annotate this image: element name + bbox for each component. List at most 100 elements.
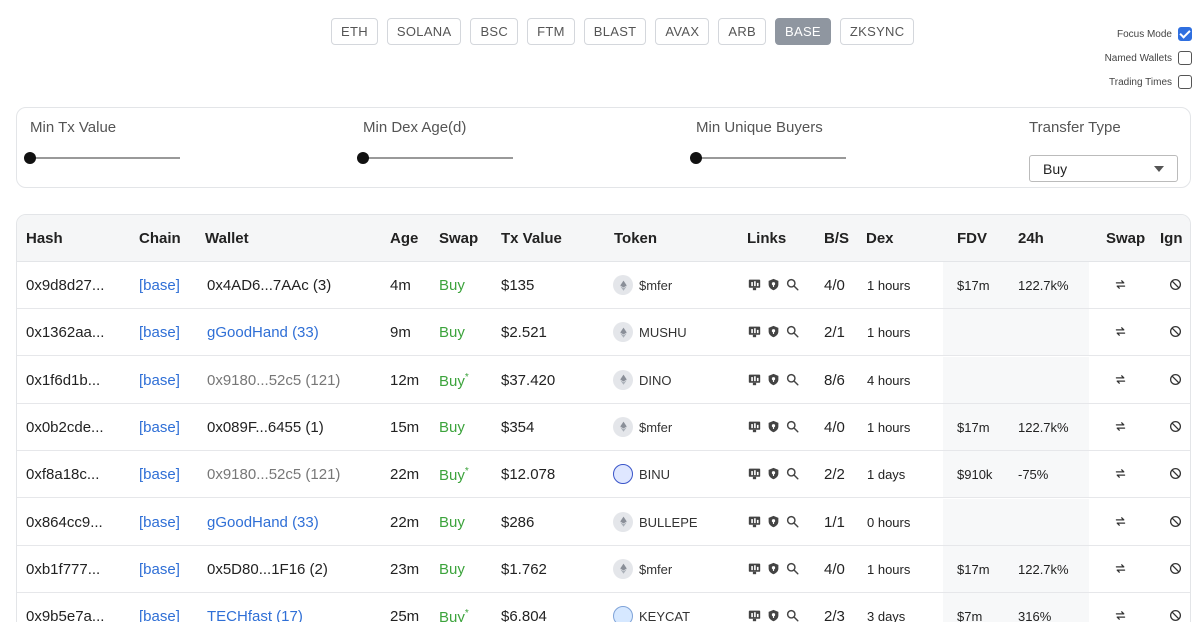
column-header-links[interactable]: Links [747, 230, 787, 247]
token-name[interactable]: $mfer [639, 419, 673, 435]
swap-icon[interactable] [1114, 325, 1128, 339]
checkbox[interactable] [1178, 27, 1192, 41]
chart-icon[interactable] [748, 562, 761, 580]
ignore-icon[interactable] [1169, 373, 1183, 387]
swap-icon[interactable] [1114, 467, 1128, 481]
wallet-link[interactable]: 0x9180...52c5 (121) [207, 466, 341, 484]
ignore-icon[interactable] [1169, 325, 1183, 339]
chain-link[interactable]: [base] [139, 466, 180, 484]
chain-link[interactable]: [base] [139, 418, 180, 436]
search-icon[interactable] [786, 325, 799, 343]
chain-link[interactable]: [base] [139, 277, 180, 294]
swap-icon[interactable] [1114, 562, 1128, 576]
token-name[interactable]: DINO [639, 372, 672, 388]
column-header-fdv[interactable]: FDV [957, 230, 987, 247]
shield-icon[interactable] [767, 562, 780, 580]
chart-icon[interactable] [748, 373, 761, 391]
min-unique-buyers-slider[interactable] [690, 152, 846, 164]
column-header-age[interactable]: Age [390, 230, 419, 247]
chain-button-bsc[interactable]: BSC [470, 18, 519, 45]
column-header-ign[interactable]: Ign [1160, 230, 1183, 247]
search-icon[interactable] [786, 515, 799, 533]
chain-button-blast[interactable]: BLAST [583, 18, 647, 45]
tx-hash[interactable]: 0x0b2cde... [26, 418, 104, 436]
tx-hash[interactable]: 0xb1f777... [26, 560, 101, 578]
column-header-24h[interactable]: 24h [1018, 230, 1044, 247]
shield-icon[interactable] [767, 420, 780, 438]
chain-button-ftm[interactable]: FTM [527, 18, 575, 45]
ignore-icon[interactable] [1169, 562, 1183, 576]
chart-icon[interactable] [748, 467, 761, 485]
chain-link[interactable]: [base] [139, 371, 180, 389]
swap-icon[interactable] [1114, 420, 1128, 434]
swap-icon[interactable] [1114, 278, 1128, 292]
chain-button-eth[interactable]: ETH [331, 18, 378, 45]
shield-icon[interactable] [767, 609, 780, 622]
chain-button-arb[interactable]: ARB [718, 18, 767, 45]
search-icon[interactable] [786, 373, 799, 391]
tx-hash[interactable]: 0x9d8d27... [26, 277, 105, 294]
checkbox[interactable] [1178, 75, 1192, 89]
token-name[interactable]: $mfer [639, 561, 673, 577]
checkbox[interactable] [1178, 51, 1192, 65]
chain-button-base[interactable]: BASE [775, 18, 831, 45]
search-icon[interactable] [786, 609, 799, 622]
chain-link[interactable]: [base] [139, 513, 180, 531]
chain-link[interactable]: [base] [139, 560, 180, 578]
search-icon[interactable] [786, 467, 799, 485]
wallet-link[interactable]: 0x5D80...1F16 (2) [207, 560, 328, 578]
shield-icon[interactable] [767, 325, 780, 343]
ignore-icon[interactable] [1169, 467, 1183, 481]
chart-icon[interactable] [748, 278, 761, 296]
ignore-icon[interactable] [1169, 609, 1183, 622]
column-header-wallet[interactable]: Wallet [205, 230, 249, 247]
wallet-link[interactable]: gGoodHand (33) [207, 513, 319, 531]
wallet-link[interactable]: 0x089F...6455 (1) [207, 418, 324, 436]
swap-icon[interactable] [1114, 609, 1128, 622]
slider-handle[interactable] [690, 152, 702, 164]
chain-button-avax[interactable]: AVAX [655, 18, 710, 45]
chart-icon[interactable] [748, 325, 761, 343]
column-header-token[interactable]: Token [614, 230, 658, 247]
column-header-swap[interactable]: Swap [1106, 230, 1146, 247]
chain-button-zksync[interactable]: ZKSYNC [839, 18, 915, 45]
slider-handle[interactable] [357, 152, 369, 164]
ignore-icon[interactable] [1169, 515, 1183, 529]
tx-hash[interactable]: 0x1362aa... [26, 324, 105, 342]
chain-link[interactable]: [base] [139, 608, 180, 622]
chart-icon[interactable] [748, 515, 761, 533]
column-header-swap[interactable]: Swap [439, 230, 479, 247]
column-header-dex[interactable]: Dex [866, 230, 894, 247]
wallet-link[interactable]: TECHfast (17) [207, 608, 303, 622]
search-icon[interactable] [786, 562, 799, 580]
token-name[interactable]: BULLEPE [639, 514, 698, 530]
token-name[interactable]: BINU [639, 467, 671, 483]
column-header-hash[interactable]: Hash [26, 230, 63, 247]
ignore-icon[interactable] [1169, 278, 1183, 292]
wallet-link[interactable]: gGoodHand (33) [207, 324, 319, 342]
chart-icon[interactable] [748, 420, 761, 438]
transfer-type-select[interactable]: Buy [1029, 155, 1178, 182]
token-name[interactable]: KEYCAT [639, 609, 691, 622]
slider-handle[interactable] [24, 152, 36, 164]
swap-icon[interactable] [1114, 373, 1128, 387]
chart-icon[interactable] [748, 609, 761, 622]
min-dex-age-slider[interactable] [357, 152, 513, 164]
tx-hash[interactable]: 0x864cc9... [26, 513, 103, 531]
column-header-tx-value[interactable]: Tx Value [501, 230, 562, 247]
tx-hash[interactable]: 0xf8a18c... [26, 466, 100, 484]
tx-hash[interactable]: 0x1f6d1b... [26, 371, 101, 389]
wallet-link[interactable]: 0x9180...52c5 (121) [207, 371, 341, 389]
shield-icon[interactable] [767, 373, 780, 391]
column-header-chain[interactable]: Chain [139, 230, 181, 247]
tx-hash[interactable]: 0x9b5e7a... [26, 608, 105, 622]
chain-link[interactable]: [base] [139, 324, 180, 342]
shield-icon[interactable] [767, 278, 780, 296]
shield-icon[interactable] [767, 467, 780, 485]
token-name[interactable]: MUSHU [639, 325, 687, 341]
chain-button-solana[interactable]: SOLANA [386, 18, 462, 45]
search-icon[interactable] [786, 278, 799, 296]
search-icon[interactable] [786, 420, 799, 438]
wallet-link[interactable]: 0x4AD6...7AAc (3) [207, 277, 332, 294]
ignore-icon[interactable] [1169, 420, 1183, 434]
